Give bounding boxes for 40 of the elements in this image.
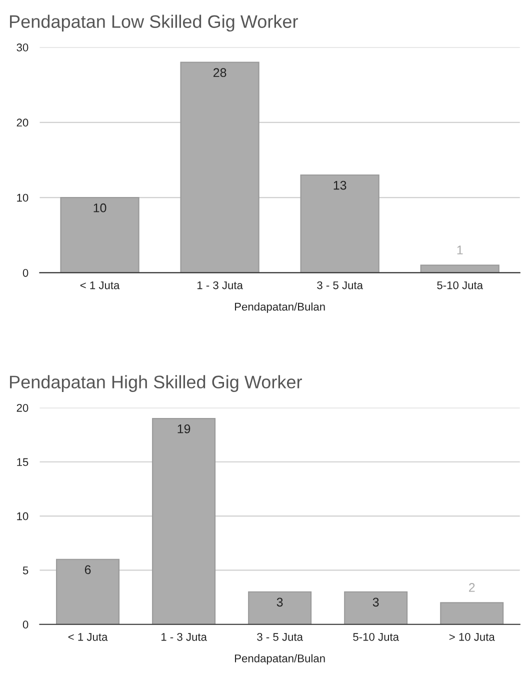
y-tick-label: 15 bbox=[17, 458, 28, 466]
x-tick-label: 1 - 3 Juta bbox=[161, 633, 207, 641]
x-tick-label: 5-10 Juta bbox=[437, 281, 484, 290]
x-tick-label: < 1 Juta bbox=[68, 633, 108, 641]
y-tick-label: 30 bbox=[16, 44, 28, 52]
x-tick-label: 1 - 3 Juta bbox=[197, 281, 243, 290]
data-label: 1 bbox=[457, 246, 463, 254]
bar bbox=[60, 196, 140, 273]
data-label: 6 bbox=[84, 565, 91, 574]
x-tick-label: > 10 Juta bbox=[449, 633, 495, 641]
y-tick-label: 0 bbox=[22, 268, 28, 277]
data-label: 2 bbox=[469, 583, 475, 592]
data-label: 3 bbox=[372, 598, 379, 607]
bar bbox=[440, 602, 504, 624]
y-tick-label: 0 bbox=[22, 620, 28, 629]
y-tick-label: 10 bbox=[17, 194, 28, 202]
bar bbox=[56, 558, 120, 624]
data-label: 13 bbox=[334, 180, 346, 190]
x-axis-title: Pendapatan/Bulan bbox=[235, 302, 325, 313]
x-tick-label: < 1 Juta bbox=[80, 281, 120, 290]
bar bbox=[420, 264, 500, 273]
y-tick-label: 5 bbox=[22, 566, 28, 574]
x-tick-label: 3 - 5 Juta bbox=[317, 281, 363, 290]
data-label: 10 bbox=[94, 203, 106, 212]
x-tick-label: 3 - 5 Juta bbox=[257, 633, 303, 641]
data-label: 19 bbox=[178, 424, 190, 434]
bar bbox=[180, 62, 260, 273]
data-label: 3 bbox=[276, 598, 283, 607]
x-tick-label: 5-10 Juta bbox=[353, 633, 399, 641]
chart-title: Pendapatan High Skilled Gig Worker bbox=[10, 375, 302, 392]
bar bbox=[300, 174, 380, 273]
x-axis-title: Pendapatan/Bulan bbox=[235, 654, 325, 665]
data-label: 28 bbox=[213, 68, 226, 78]
y-tick-label: 20 bbox=[16, 404, 28, 412]
bar bbox=[248, 591, 312, 624]
bar bbox=[152, 418, 216, 624]
bar bbox=[344, 591, 408, 624]
chart-title: Pendapatan Low Skilled Gig Worker bbox=[10, 14, 298, 32]
y-tick-label: 20 bbox=[16, 118, 28, 127]
y-tick-label: 10 bbox=[17, 512, 28, 520]
